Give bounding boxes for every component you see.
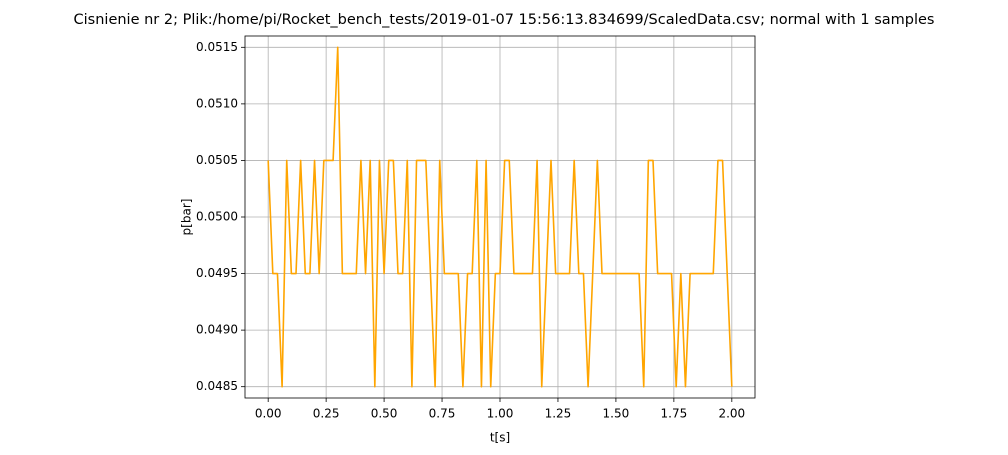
x-axis-label: t[s]	[490, 431, 510, 445]
x-tick-label: 0.75	[429, 407, 456, 421]
y-tick-label: 0.0510	[196, 96, 238, 110]
x-tick-label: 0.00	[255, 407, 282, 421]
x-tick-label: 0.25	[313, 407, 340, 421]
x-tick-label: 1.50	[603, 407, 630, 421]
chart-title: Cisnienie nr 2; Plik:/home/pi/Rocket_ben…	[74, 12, 935, 28]
y-tick-label: 0.0490	[196, 323, 238, 337]
x-tick-label: 0.50	[371, 407, 398, 421]
x-tick-label: 2.00	[718, 407, 745, 421]
y-axis-label: p[bar]	[180, 199, 194, 236]
x-tick-label: 1.75	[661, 407, 688, 421]
y-tick-label: 0.0495	[196, 266, 238, 280]
y-tick-label: 0.0500	[196, 210, 238, 224]
y-tick-label: 0.0505	[196, 153, 238, 167]
y-tick-label: 0.0515	[196, 40, 238, 54]
data-line	[267, 46, 733, 388]
plot-frame	[244, 35, 756, 399]
y-tick-label: 0.0485	[196, 379, 238, 393]
x-tick-label: 1.25	[545, 407, 572, 421]
x-tick-label: 1.00	[487, 407, 514, 421]
